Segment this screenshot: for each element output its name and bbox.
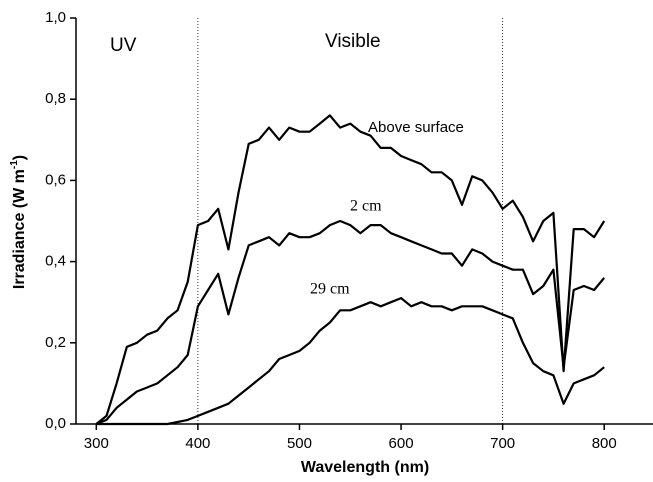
x-tick-label: 600 (389, 435, 414, 452)
y-axis-title-sup: -1 (9, 160, 20, 169)
y-tick-label: 0,0 (45, 415, 66, 432)
series-line (96, 297, 605, 426)
x-tick-label: 700 (490, 435, 515, 452)
x-tick-label: 300 (84, 435, 109, 452)
x-axis-title: Wavelength (nm) (301, 459, 429, 476)
y-tick-label: 0,6 (45, 171, 66, 188)
y-axis-title: Irradiance (W m-1) (9, 155, 29, 289)
y-tick-label: 0,8 (45, 90, 66, 107)
series-label: Above surface (368, 119, 464, 136)
x-tick-label: 400 (185, 435, 210, 452)
series-line (95, 219, 606, 426)
region-label: Visible (325, 31, 381, 52)
x-tick-label: 500 (287, 435, 312, 452)
x-tick-label: 800 (592, 435, 617, 452)
y-axis-title-main: Irradiance (W m (11, 169, 28, 289)
series-label: 2 cm (350, 198, 382, 215)
series-line (95, 114, 606, 425)
series-label: 29 cm (310, 281, 350, 298)
y-tick-label: 0,2 (45, 334, 66, 351)
region-label: UV (110, 35, 137, 56)
y-tick-label: 1,0 (45, 9, 66, 26)
y-axis-title-end: ) (11, 155, 28, 160)
y-tick-label: 0,4 (45, 253, 66, 270)
